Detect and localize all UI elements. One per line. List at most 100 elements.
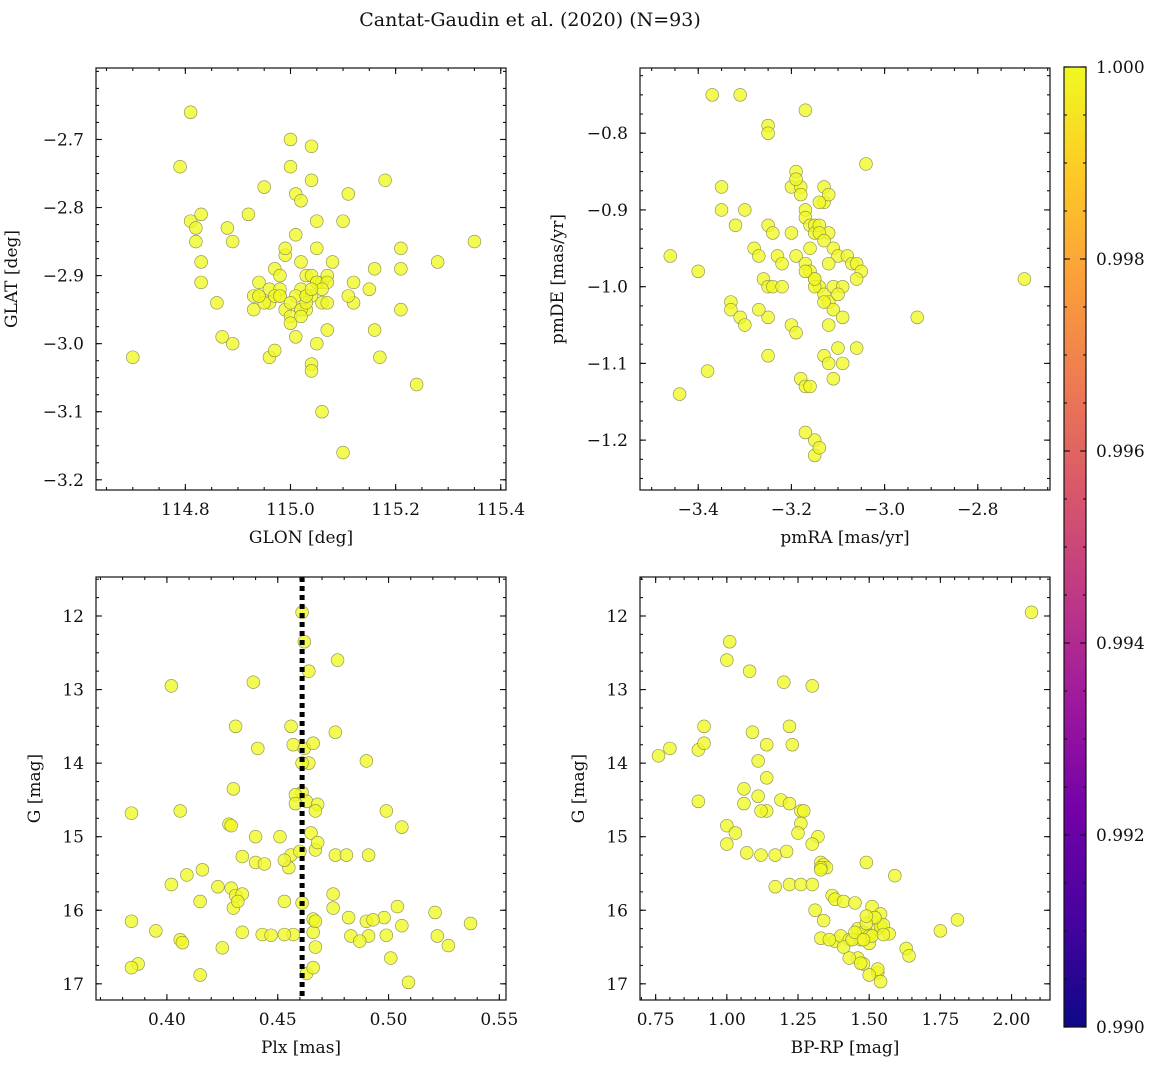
data-point [663, 249, 677, 263]
data-point [782, 877, 797, 892]
data-point [768, 848, 782, 862]
data-point [1017, 272, 1032, 286]
y-tick-label: −1.2 [587, 431, 628, 451]
y-tick-label: −2.8 [43, 199, 84, 219]
data-point [775, 279, 789, 294]
data-point [808, 272, 822, 286]
data-point [842, 951, 856, 965]
data-point [441, 938, 456, 953]
data-point [752, 249, 766, 263]
data-point [1024, 605, 1039, 620]
x-axis-label: Plx [mas] [261, 1038, 341, 1058]
data-point [714, 180, 729, 194]
data-point [720, 818, 734, 833]
x-tick-label: 0.45 [259, 1010, 297, 1030]
data-point [779, 844, 794, 859]
data-point [821, 256, 836, 271]
data-point [220, 221, 235, 235]
data-point [124, 806, 139, 820]
data-point [252, 275, 266, 290]
y-tick-label: −3.0 [43, 335, 84, 355]
colorbar-gradient [1064, 67, 1086, 1027]
scatter-points [651, 605, 1039, 989]
data-point [789, 172, 803, 186]
data-point [273, 829, 287, 844]
data-point [341, 910, 356, 925]
data-point [752, 302, 766, 317]
data-point [210, 296, 224, 310]
data-point [862, 968, 876, 982]
data-point [336, 214, 350, 228]
x-axis: −3.4 −3.2 −3.0 −2.8 [678, 68, 998, 520]
data-point [467, 234, 482, 249]
data-point [330, 653, 345, 667]
y-tick-label: −0.8 [587, 124, 628, 144]
colorbar-tick-label: 0.994 [1096, 634, 1145, 654]
data-point [798, 103, 813, 117]
data-point [761, 310, 775, 325]
data-point [409, 377, 424, 392]
data-point [822, 932, 837, 947]
data-point [193, 968, 207, 982]
colorbar-tick-label: 0.992 [1096, 826, 1145, 846]
data-point [849, 272, 864, 286]
y-tick-label: 14 [62, 754, 84, 774]
data-point [651, 749, 666, 763]
panel-plx-g: 0.40 0.45 0.50 0.55 12 13 14 15 16 17 Plx [mas] G [… [25, 576, 518, 1058]
data-point [304, 282, 319, 296]
data-point [278, 241, 292, 256]
data-point [873, 974, 888, 989]
x-axis-label: pmRA [mas/yr] [780, 528, 909, 548]
data-point [794, 877, 808, 892]
data-point [803, 241, 817, 256]
data-point [379, 804, 394, 818]
data-point [194, 207, 208, 222]
data-point [189, 234, 203, 249]
data-point [805, 837, 819, 851]
x-tick-label: 114.8 [161, 500, 210, 520]
data-point [714, 203, 729, 217]
data-point [933, 924, 948, 938]
data-point [760, 738, 774, 752]
data-point [246, 675, 261, 689]
data-point [235, 925, 249, 940]
x-axis-label: BP-RP [mag] [791, 1038, 900, 1058]
y-tick-label: 17 [62, 975, 84, 995]
data-point [173, 159, 187, 174]
data-point [768, 880, 782, 894]
data-point [308, 940, 323, 954]
x-tick-label: 0.40 [148, 1010, 186, 1030]
data-point [826, 372, 841, 386]
axes-frame [639, 576, 1051, 1001]
data-point [691, 264, 705, 279]
x-axis: 0.40 0.45 0.50 0.55 [148, 577, 518, 1030]
x-tick-label: 115.0 [266, 500, 315, 520]
data-point [401, 975, 416, 990]
axes-frame [639, 67, 1051, 491]
x-tick-label: −3.4 [678, 500, 719, 520]
data-point [277, 894, 292, 909]
data-point [738, 203, 752, 217]
data-point [836, 894, 851, 909]
data-point [377, 910, 391, 925]
data-point [211, 880, 225, 894]
data-point [294, 309, 308, 324]
data-point [745, 725, 760, 739]
minor-ticks [640, 68, 1050, 490]
data-point [821, 356, 836, 371]
data-point [859, 909, 874, 923]
y-axis-label: GLAT [deg] [2, 230, 22, 328]
y-tick-label: 12 [606, 607, 628, 627]
data-point [777, 675, 791, 689]
data-point [310, 835, 325, 850]
data-point [817, 233, 831, 248]
data-point [742, 664, 757, 678]
data-point [760, 771, 774, 785]
data-point [384, 951, 398, 965]
data-point [733, 88, 747, 102]
y-tick-label: −1.1 [587, 354, 628, 374]
data-point [812, 441, 827, 455]
data-point [808, 903, 822, 917]
data-point [849, 341, 864, 355]
